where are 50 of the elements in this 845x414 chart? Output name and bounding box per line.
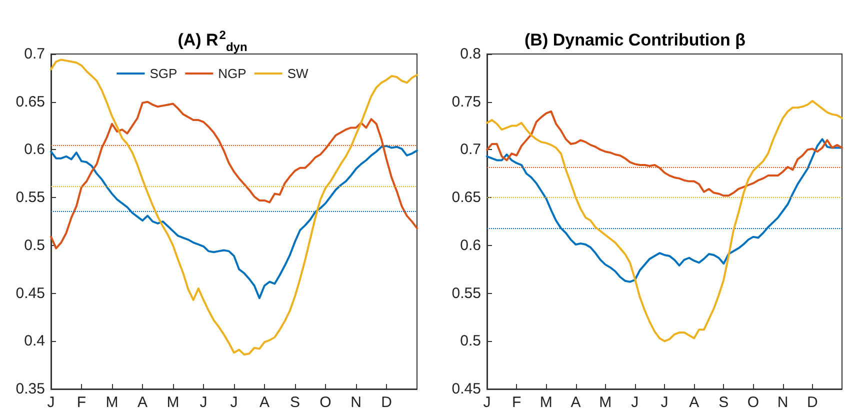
x-tick-label: A: [137, 394, 148, 411]
y-tick-label: 0.75: [452, 93, 481, 110]
x-tick-label: A: [689, 394, 700, 411]
y-tick-label: 0.45: [16, 284, 45, 302]
x-tick-label: F: [512, 394, 522, 411]
x-tick-label: A: [259, 394, 270, 411]
line-series: [50, 58, 418, 356]
y-tick-label: 0.7: [24, 46, 45, 62]
line-series: [486, 100, 843, 342]
y-tick-label: 0.55: [452, 284, 481, 302]
y-tick-label: 0.4: [24, 332, 45, 350]
line-series: [486, 138, 843, 283]
x-tick-label: O: [320, 394, 332, 411]
legend-label: SGP: [150, 66, 178, 81]
chart-title: (B) Dynamic Contribution β: [524, 30, 746, 50]
y-tick-label: 0.7: [460, 141, 481, 158]
x-tick-label: J: [230, 394, 238, 411]
y-tick-label: 0.5: [460, 332, 481, 350]
x-tick-label: J: [483, 394, 491, 411]
x-tick-label: J: [631, 394, 639, 411]
line-series: [486, 110, 843, 197]
x-tick-label: M: [166, 394, 180, 411]
x-tick-label: M: [599, 394, 612, 411]
x-tick-label: S: [290, 394, 300, 411]
x-tick-label: O: [747, 394, 760, 411]
x-tick-label: D: [381, 394, 392, 411]
x-tick-label: M: [540, 394, 552, 411]
y-tick-label: 0.8: [460, 46, 481, 62]
x-tick-label: S: [718, 394, 729, 411]
x-tick-label: J: [660, 394, 668, 411]
x-tick-label: J: [200, 394, 208, 411]
y-tick-label: 0.45: [452, 380, 481, 398]
x-tick-label: M: [106, 394, 118, 411]
x-tick-label: F: [76, 394, 86, 411]
x-tick-label: N: [777, 394, 788, 411]
y-tick-label: 0.5: [24, 236, 45, 254]
y-tick-label: 0.6: [460, 236, 481, 254]
legend-label: NGP: [218, 66, 246, 81]
line-series: [50, 144, 418, 300]
y-tick-label: 0.35: [16, 380, 45, 398]
y-tick-label: 0.65: [452, 189, 481, 206]
x-tick-label: A: [570, 394, 581, 411]
legend-label: SW: [287, 66, 310, 81]
line-series: [50, 100, 418, 250]
y-tick-label: 0.55: [16, 189, 45, 206]
x-tick-label: J: [47, 394, 55, 411]
y-tick-label: 0.65: [16, 93, 45, 110]
y-tick-label: 0.6: [24, 141, 45, 158]
x-tick-label: N: [350, 394, 362, 411]
x-tick-label: D: [806, 394, 818, 411]
